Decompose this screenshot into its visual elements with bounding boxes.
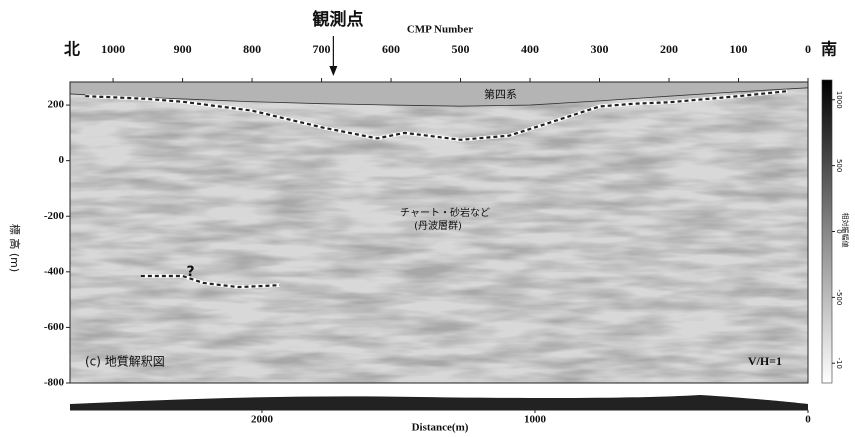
distance-tick-label: 1000	[524, 414, 547, 426]
colorbar-tick-label: 500	[835, 159, 843, 172]
annotation: V/H=1	[748, 354, 782, 368]
surface-line	[69, 87, 809, 107]
x-tick-label: 500	[452, 42, 470, 56]
y-tick-label: 200	[48, 99, 65, 111]
x-tick-label: 800	[243, 42, 261, 56]
distance-tick-label: 2000	[251, 414, 274, 426]
colorbar-tick-label: -10	[835, 358, 843, 369]
distance-tick-label: 0	[805, 414, 811, 426]
y-tick-label: -400	[44, 265, 65, 277]
north-label: 北	[64, 40, 80, 59]
seismic-texture	[70, 82, 808, 383]
colorbar-tick-label: 0	[835, 229, 843, 233]
plot-frame	[69, 81, 809, 384]
y-tick-label: -600	[44, 321, 65, 333]
interpretation-line	[140, 274, 280, 289]
chart-title: 観測点	[313, 9, 364, 30]
x-tick-label: 300	[591, 42, 609, 56]
colorbar	[821, 79, 833, 384]
distance-label: Distance(m)	[412, 422, 469, 434]
y-axis-label: 標 高 (m)	[8, 224, 22, 272]
annotation: (c) 地質解釈図	[85, 354, 165, 369]
x-tick-label: 1000	[101, 42, 125, 56]
x-tick-label: 600	[382, 42, 400, 56]
colorbar-label: 相対振幅値	[841, 213, 850, 248]
y-tick-label: 0	[59, 154, 65, 166]
annotation: (丹波層群)	[414, 219, 462, 232]
interpretation-line	[85, 90, 788, 141]
x-tick-label: 100	[730, 42, 748, 56]
x-tick-label: 0	[805, 42, 811, 56]
x-axis-label: CMP Number	[407, 24, 473, 36]
x-tick-label: 200	[660, 42, 678, 56]
fold-profile	[70, 395, 808, 410]
series-label: ?	[187, 264, 195, 280]
colorbar-tick-label: -500	[835, 289, 843, 305]
observation-arrowhead	[329, 66, 338, 76]
x-tick-label: 700	[313, 42, 331, 56]
x-tick-label: 900	[174, 42, 192, 56]
south-label: 南	[821, 40, 837, 59]
surface-band	[70, 82, 808, 107]
x-tick-label: 400	[521, 42, 539, 56]
colorbar-tick-label: 1000	[835, 91, 843, 109]
annotation: チャート・砂岩など	[400, 206, 490, 219]
series-label: 第四系	[484, 87, 517, 101]
y-tick-label: -800	[44, 377, 65, 389]
y-tick-label: -200	[44, 210, 65, 222]
